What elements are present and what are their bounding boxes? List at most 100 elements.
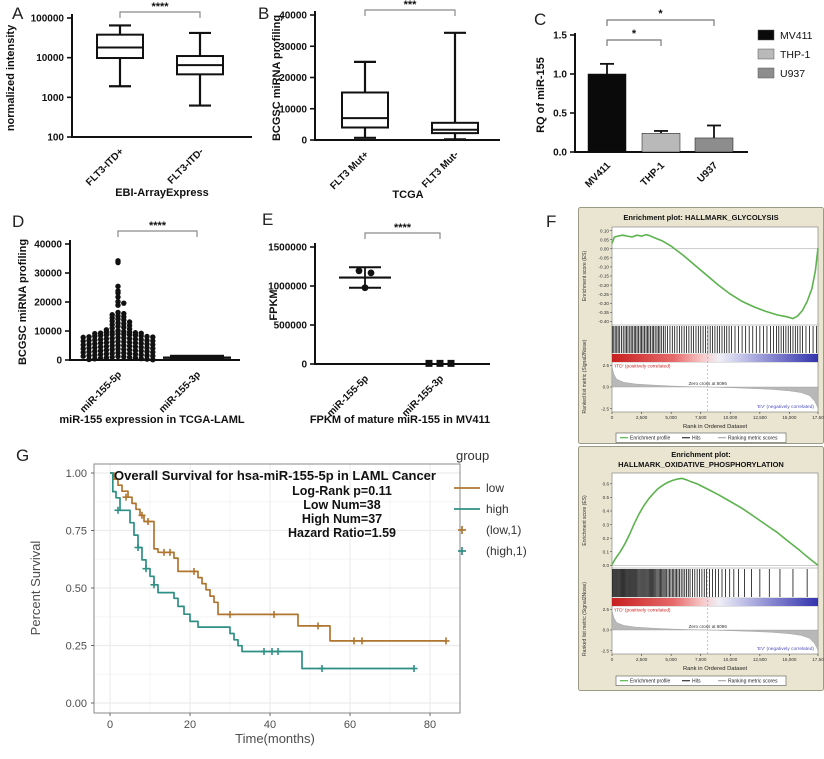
svg-text:0.5: 0.5 xyxy=(553,109,567,120)
svg-text:****: **** xyxy=(394,222,412,234)
svg-text:1500000: 1500000 xyxy=(268,243,307,254)
svg-text:***: *** xyxy=(404,0,418,11)
svg-text:FLT3-ITD+: FLT3-ITD+ xyxy=(84,146,126,188)
panel-label-e: E xyxy=(262,210,274,229)
svg-text:THP-1: THP-1 xyxy=(639,160,668,189)
svg-text:Low Num=38: Low Num=38 xyxy=(303,498,380,512)
svg-text:1.00: 1.00 xyxy=(66,468,87,480)
svg-text:-0.05: -0.05 xyxy=(599,256,610,261)
svg-text:MV411: MV411 xyxy=(780,30,813,42)
svg-text:15,000: 15,000 xyxy=(782,415,796,420)
svg-text:15,000: 15,000 xyxy=(782,657,796,662)
svg-text:0.00: 0.00 xyxy=(600,246,609,251)
panel-c-bar-chart: 0.0 0.5 1.0 1.5 MV411 THP-1 U937 * * RQ of miR-15… xyxy=(535,8,813,190)
svg-text:'EV' (negatively correlated): 'EV' (negatively correlated) xyxy=(757,646,814,652)
svg-text:40000: 40000 xyxy=(34,240,62,251)
panel-g-survival-plot: 1.00 0.75 0.50 0.25 0.00 0 20 40 60 80 Overall Sur… xyxy=(28,448,527,746)
svg-text:7,500: 7,500 xyxy=(695,657,707,662)
svg-text:30000: 30000 xyxy=(279,42,307,53)
svg-text:0.05: 0.05 xyxy=(600,237,609,242)
svg-text:2.5: 2.5 xyxy=(603,607,610,612)
svg-text:-0.25: -0.25 xyxy=(599,292,610,297)
svg-text:FLT3 Mut+: FLT3 Mut+ xyxy=(328,149,371,192)
svg-text:HALLMARK_OXIDATIVE_PHOSPHORYLA: HALLMARK_OXIDATIVE_PHOSPHORYLATION xyxy=(618,460,784,469)
svg-text:-2.5: -2.5 xyxy=(601,648,609,653)
svg-text:10000: 10000 xyxy=(36,53,64,64)
svg-text:0.10: 0.10 xyxy=(600,228,609,233)
svg-text:TCGA: TCGA xyxy=(392,189,423,201)
svg-text:1000000: 1000000 xyxy=(268,282,307,293)
svg-text:80: 80 xyxy=(424,719,436,731)
svg-text:0: 0 xyxy=(56,356,62,367)
svg-text:0: 0 xyxy=(301,136,307,147)
svg-text:0.00: 0.00 xyxy=(66,698,87,710)
svg-text:Log-Rank p=0.11: Log-Rank p=0.11 xyxy=(292,484,392,498)
svg-text:30000: 30000 xyxy=(34,269,62,280)
svg-text:FPKM: FPKM xyxy=(268,289,280,320)
svg-text:'ITD' (positively correlated): 'ITD' (positively correlated) xyxy=(614,364,671,370)
svg-text:0.0: 0.0 xyxy=(603,628,610,633)
svg-text:-0.40: -0.40 xyxy=(599,319,610,324)
panel-b-box-plot: 0 10000 20000 30000 40000 FLT3 Mut+ FLT3 Mut- *… xyxy=(271,0,500,201)
svg-text:miR-155-5p: miR-155-5p xyxy=(78,369,124,415)
svg-text:17,50: 17,50 xyxy=(812,415,824,420)
svg-text:100: 100 xyxy=(47,133,64,144)
svg-text:100000: 100000 xyxy=(31,14,65,25)
svg-text:0.4: 0.4 xyxy=(603,509,610,514)
svg-text:Hazard Ratio=1.59: Hazard Ratio=1.59 xyxy=(288,526,396,540)
svg-text:40000: 40000 xyxy=(279,11,307,22)
svg-text:0.1: 0.1 xyxy=(603,549,610,554)
svg-text:Rank in Ordered Dataset: Rank in Ordered Dataset xyxy=(683,666,748,672)
svg-text:****: **** xyxy=(151,1,169,13)
svg-text:Enrichment profile: Enrichment profile xyxy=(630,679,671,685)
svg-text:Hits: Hits xyxy=(692,436,701,442)
svg-text:miR-155 expression in TCGA-LAM: miR-155 expression in TCGA-LAML xyxy=(59,414,244,426)
svg-text:High Num=37: High Num=37 xyxy=(302,512,382,526)
svg-text:10000: 10000 xyxy=(279,104,307,115)
panel-f-gsea-glycolysis: Enrichment plot: HALLMARK_GLYCOLYSIS 0.10… xyxy=(578,207,824,444)
svg-text:Ranked list metric (Signal2Noi: Ranked list metric (Signal2Noise) xyxy=(582,582,588,656)
svg-text:0.3: 0.3 xyxy=(603,522,610,527)
svg-text:17,50: 17,50 xyxy=(812,657,824,662)
svg-text:-0.30: -0.30 xyxy=(599,301,610,306)
svg-text:MV411: MV411 xyxy=(583,160,613,190)
svg-text:0: 0 xyxy=(107,719,113,731)
panel-label-c: C xyxy=(534,10,547,29)
svg-text:Overall Survival for hsa-miR-1: Overall Survival for hsa-miR-155-5p in L… xyxy=(114,468,436,483)
svg-text:1.0: 1.0 xyxy=(553,70,567,81)
svg-text:20000: 20000 xyxy=(34,298,62,309)
svg-text:(low,1): (low,1) xyxy=(486,523,521,537)
svg-text:Ranked list metric (Signal2Noi: Ranked list metric (Signal2Noise) xyxy=(582,339,588,413)
svg-text:0: 0 xyxy=(611,657,614,662)
svg-text:2.5: 2.5 xyxy=(603,363,610,368)
svg-text:FLT3 Mut-: FLT3 Mut- xyxy=(420,149,461,190)
panel-label-f: F xyxy=(546,212,557,231)
svg-text:RQ of miR-155: RQ of miR-155 xyxy=(535,57,547,133)
svg-text:****: **** xyxy=(149,220,167,232)
svg-text:0: 0 xyxy=(611,415,614,420)
panel-a-box-plot: 100 1000 10000 100000 FLT3-ITD+ FLT3-ITD- ****… xyxy=(5,1,252,199)
panel-e-scatter-plot: 0 500000 1000000 1500000 **** miR-155-5p miR-1… xyxy=(268,222,490,426)
svg-text:10,000: 10,000 xyxy=(723,657,737,662)
svg-text:Enrichment score (ES): Enrichment score (ES) xyxy=(582,251,588,302)
svg-text:'EV' (negatively correlated): 'EV' (negatively correlated) xyxy=(757,404,814,410)
svg-text:-0.15: -0.15 xyxy=(599,274,610,279)
svg-text:miR-155-3p: miR-155-3p xyxy=(400,373,446,419)
svg-text:20000: 20000 xyxy=(279,73,307,84)
svg-text:0.2: 0.2 xyxy=(603,536,610,541)
svg-text:10000: 10000 xyxy=(34,327,62,338)
svg-text:0.25: 0.25 xyxy=(66,641,87,653)
svg-text:U937: U937 xyxy=(780,68,805,80)
svg-text:60: 60 xyxy=(344,719,356,731)
svg-text:12,500: 12,500 xyxy=(753,415,767,420)
panel-label-g: G xyxy=(16,446,30,465)
svg-text:Ranking metric scores: Ranking metric scores xyxy=(728,679,778,685)
svg-text:1.5: 1.5 xyxy=(553,31,567,42)
svg-text:Zero cross at 8096: Zero cross at 8096 xyxy=(689,624,728,629)
svg-text:40: 40 xyxy=(264,719,276,731)
svg-text:BCGSC miRNA profiling: BCGSC miRNA profiling xyxy=(17,239,29,365)
svg-text:low: low xyxy=(486,481,504,495)
svg-text:-0.35: -0.35 xyxy=(599,310,610,315)
svg-text:5,000: 5,000 xyxy=(665,657,677,662)
